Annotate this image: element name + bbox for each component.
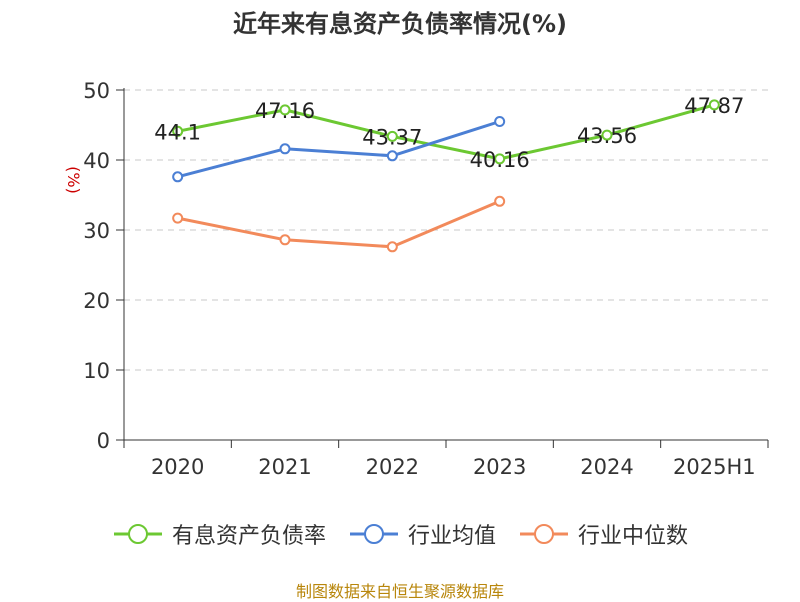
- data-label: 43.37: [362, 125, 422, 149]
- legend-item: 行业均值: [348, 518, 496, 550]
- series-layer: [172, 99, 720, 253]
- legend: 有息资产负债率 行业均值 行业中位数: [0, 518, 800, 550]
- data-point: [172, 171, 184, 183]
- data-point: [494, 153, 506, 165]
- series-line-0: [177, 103, 715, 161]
- legend-label: 行业均值: [407, 524, 496, 549]
- y-axis-label: (%): [64, 166, 83, 194]
- data-point: [279, 234, 291, 246]
- legend-marker-icon: [113, 524, 162, 544]
- x-tick-label: 2023: [473, 455, 526, 479]
- legend-label: 行业中位数: [578, 524, 689, 549]
- y-tick-label: 30: [83, 219, 110, 243]
- data-label: 47.87: [684, 94, 744, 118]
- x-tick-label: 2021: [258, 455, 311, 479]
- legend-item: 行业中位数: [518, 518, 688, 550]
- data-point: [708, 99, 720, 111]
- x-tick-label: 2022: [366, 455, 419, 479]
- data-point: [172, 212, 184, 224]
- axis-layer: 0 10 20 30 40 50 2020 2021 2022 2023 2024 2025H1 (%): [64, 79, 769, 479]
- y-tick-label: 40: [83, 149, 110, 173]
- data-label: 47.16: [255, 99, 315, 123]
- grid-layer: [124, 89, 768, 371]
- chart-title: 近年来有息资产负债率情况(%): [233, 10, 567, 38]
- data-point: [172, 125, 184, 137]
- source-note: 制图数据来自恒生聚源数据库: [295, 582, 504, 601]
- data-point: [279, 104, 291, 116]
- x-tick-label: 2020: [151, 455, 204, 479]
- data-label: 43.56: [577, 124, 637, 148]
- legend-label: 有息资产负债率: [171, 524, 326, 549]
- legend-marker-icon: [349, 524, 398, 544]
- data-point: [279, 143, 291, 155]
- y-tick-label: 20: [83, 289, 110, 313]
- x-tick-label: 2024: [580, 455, 633, 479]
- series-line-2: [177, 199, 501, 249]
- data-point: [494, 116, 506, 127]
- data-point: [386, 241, 398, 253]
- legend-item: 有息资产负债率: [112, 518, 326, 550]
- series-line-1: [177, 120, 501, 179]
- data-label: 40.16: [470, 148, 530, 172]
- y-tick-label: 50: [83, 79, 110, 103]
- data-point: [386, 130, 398, 142]
- data-label: 44.1: [154, 120, 201, 144]
- data-point: [386, 150, 398, 162]
- line-chart: 0 10 20 30 40 50 2020 2021 2022 2023 2024 2025H1 (%)…: [64, 79, 769, 479]
- label-layer: 44.1 47.16 43.37 40.16 43.56 47.87: [154, 94, 744, 172]
- y-tick-label: 10: [83, 359, 110, 383]
- y-tick-label: 0: [97, 429, 110, 453]
- data-point: [601, 129, 613, 141]
- x-tick-label: 2025H1: [673, 455, 756, 479]
- data-point: [494, 195, 506, 207]
- legend-marker-icon: [520, 524, 568, 544]
